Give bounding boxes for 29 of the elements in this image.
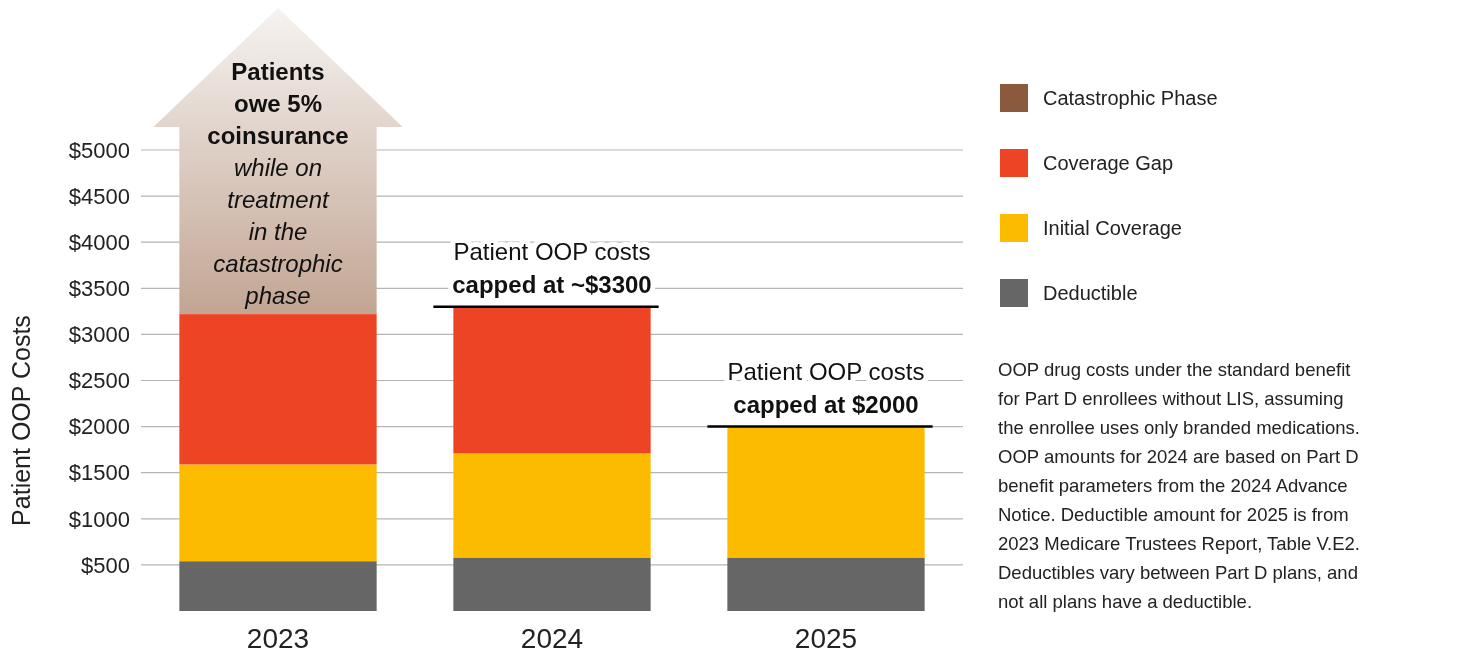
legend-label: Coverage Gap <box>1043 152 1174 174</box>
y-tick-label: $4500 <box>68 183 130 209</box>
y-tick-label: $3500 <box>68 276 130 301</box>
y-tick-label: $1500 <box>68 460 130 486</box>
y-axis-title: Patient OOP Costs <box>7 315 35 526</box>
bar <box>727 426 925 558</box>
bar <box>453 453 651 558</box>
bar <box>179 561 377 611</box>
x-tick-label: 2025 <box>794 623 858 654</box>
y-tick-label: $4000 <box>68 229 130 255</box>
bar <box>453 306 651 454</box>
annotation: Patient OOP costs capped at $2000 <box>727 357 925 418</box>
x-tick-label: 2023 <box>246 623 310 654</box>
legend-label: Catastrophic Phase <box>1043 87 1218 109</box>
legend-label: Initial Coverage <box>1043 217 1182 239</box>
bar <box>179 464 377 562</box>
annotation: Patients owe 5% coinsurance while on treatment in the catastrophic phase <box>207 58 349 309</box>
y-tick-label: $3000 <box>68 322 130 348</box>
y-tick-label: $2500 <box>68 368 130 394</box>
x-tick-label: 2024 <box>520 623 584 654</box>
bar <box>453 557 651 611</box>
y-tick-label: $2000 <box>68 414 130 440</box>
y-tick-label: $5000 <box>68 137 130 163</box>
legend-label: Deductible <box>1043 282 1138 304</box>
annotation: Patient OOP costs capped at ~$3300 <box>452 237 652 298</box>
y-tick-label: $1000 <box>68 506 130 532</box>
y-tick-label: $500 <box>81 552 130 578</box>
bar <box>727 557 925 611</box>
text: OOP drug costs under the standard benefit for Part D enrollees without LIS, assuming the enrollee uses only branded medications. OOP amounts for 2024 are based on Part D benefit parameters from the 2024 Advance Notice. Deductible amount for 2025 is from 2023 Medicare Trustees Report, Table V.E2. Deductibles vary between Part D plans, and not all plans have a deductible. <box>998 359 1361 612</box>
